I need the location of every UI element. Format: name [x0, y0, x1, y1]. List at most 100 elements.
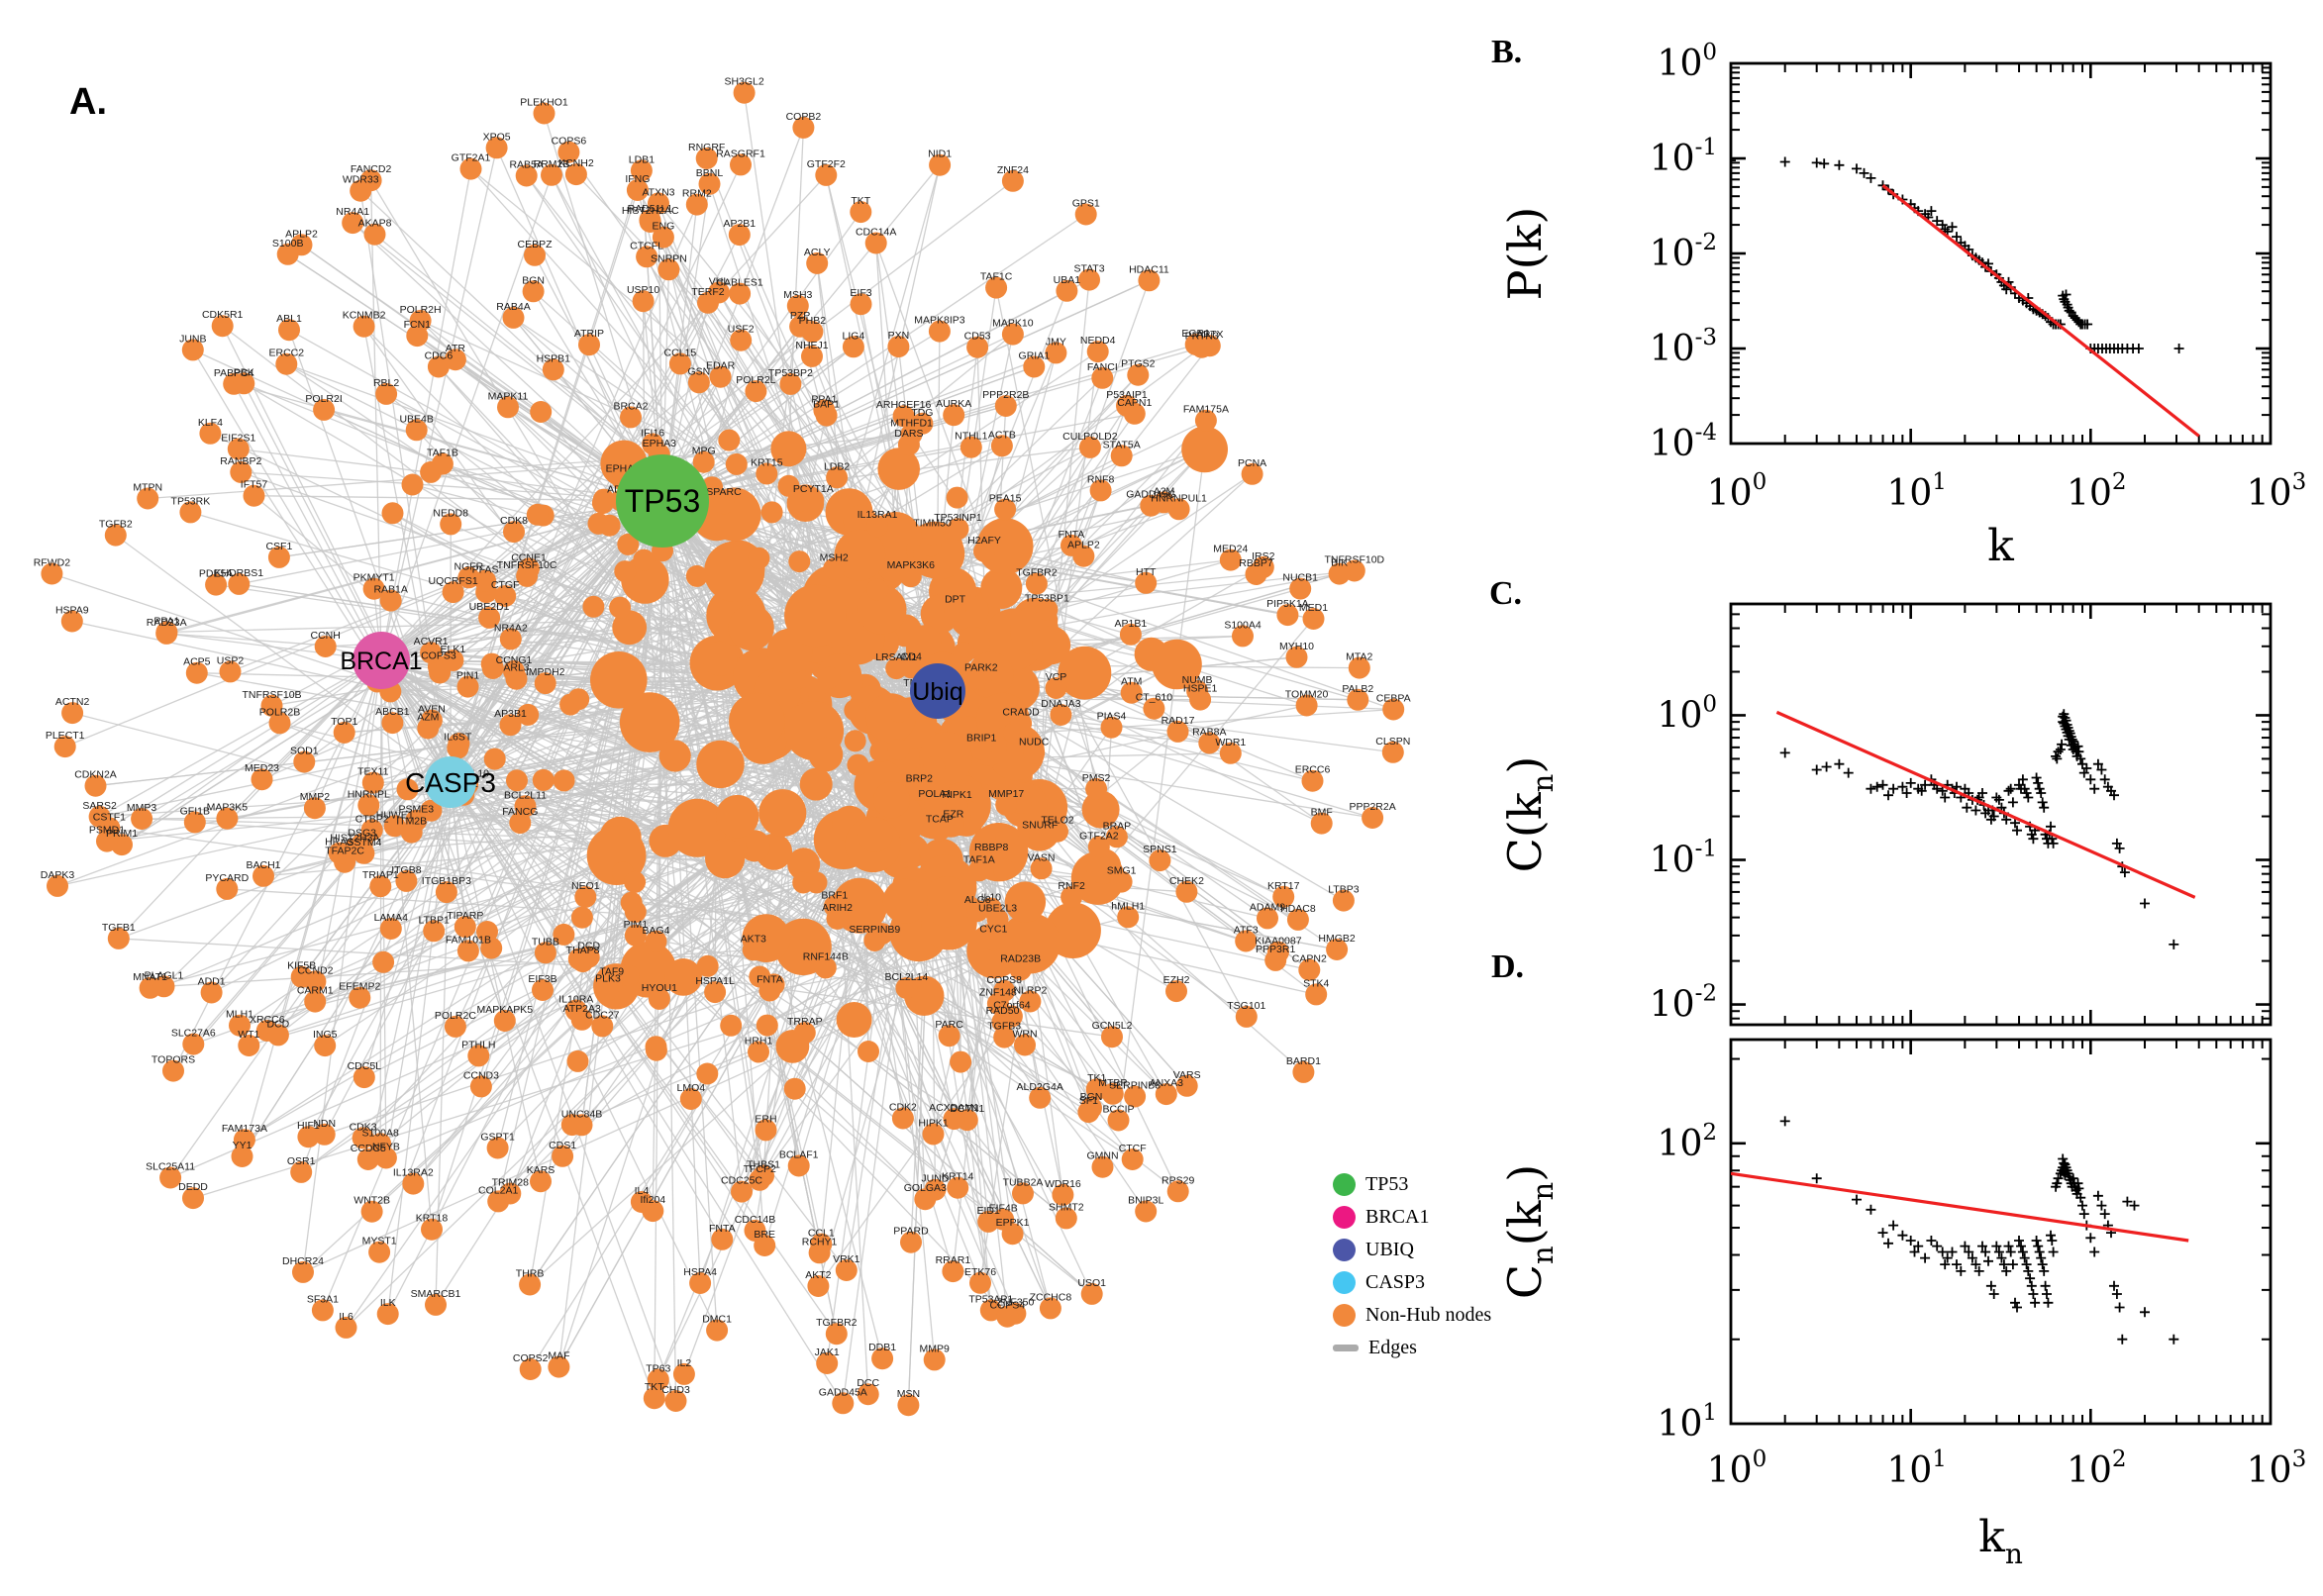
network-node-label: TKT	[851, 195, 870, 207]
network-node-label: CDK2	[889, 1102, 917, 1114]
network-node-label: POLR2L	[736, 374, 775, 386]
network-node	[1123, 402, 1146, 425]
network-node-label: BGN	[522, 274, 545, 286]
network-node	[1332, 889, 1355, 912]
network-node	[499, 714, 522, 737]
network-node-label: MLH1	[226, 1009, 253, 1021]
network-labeled-nodes	[41, 81, 1405, 1417]
network-node	[420, 642, 443, 664]
network-node	[1285, 646, 1308, 668]
panel-c-label: C.	[1489, 575, 1523, 612]
network-node-label: USF2	[728, 324, 755, 336]
network-node	[756, 462, 778, 485]
network-node	[938, 1025, 960, 1047]
network-node-label: PPP2R2A	[1349, 801, 1395, 813]
tick-label: 10-1	[1650, 837, 1717, 881]
network-node-label: AP1B1	[1115, 618, 1148, 630]
network-node	[858, 1041, 879, 1062]
network-node-label: RBBP8	[974, 842, 1009, 853]
network-node	[314, 636, 337, 657]
network-node-label: PIP5K1A	[1266, 598, 1309, 610]
network-node	[617, 533, 640, 555]
network-node	[564, 163, 587, 186]
network-node-label: BMF	[1311, 807, 1333, 819]
network-node-label: RAB8A	[1192, 727, 1226, 739]
network-node-label: C7orf64	[993, 999, 1031, 1011]
network-node-label: UQCRFS1	[429, 575, 478, 587]
network-node	[499, 1182, 522, 1205]
network-node-label: HUWE1	[376, 809, 414, 821]
network-node	[485, 137, 508, 159]
network-node-label: CDK3	[350, 1121, 377, 1133]
network-node-label: KRT17	[1267, 880, 1300, 892]
network-node	[832, 1392, 855, 1415]
network-node	[1295, 694, 1318, 717]
network-node-label: KRT18	[416, 1213, 449, 1225]
network-node	[597, 978, 619, 1001]
network-node	[729, 282, 752, 305]
legend-node-swatch	[1333, 1238, 1356, 1261]
network-node	[313, 1123, 336, 1146]
network-node	[440, 513, 462, 536]
network-node-label: PIAS4	[1097, 711, 1127, 723]
network-node	[570, 1114, 593, 1137]
network-node	[1078, 268, 1100, 291]
network-node	[900, 1231, 922, 1253]
network-node-label: UBA1	[1054, 274, 1081, 286]
network-node-label: CCND3	[463, 1069, 499, 1081]
network-node	[922, 1123, 945, 1146]
network-node	[152, 975, 175, 998]
network-node	[1050, 704, 1072, 726]
network-node-label: ACXDAM1	[929, 1102, 979, 1114]
network-node-label: TKT	[645, 1381, 664, 1393]
network-node	[866, 515, 888, 538]
network-node-label: BRAP	[1103, 820, 1132, 832]
network-node-label: ADD1	[198, 976, 226, 988]
network-node	[844, 730, 866, 752]
network-node	[1235, 1005, 1258, 1028]
network-node	[179, 501, 202, 524]
network-node	[960, 436, 982, 458]
y-axis-title: C(kn)	[1498, 756, 1560, 873]
network-node	[421, 1218, 443, 1241]
tick-label: 103	[2247, 469, 2306, 514]
network-node-label: GPS1	[1072, 198, 1100, 210]
network-node	[652, 226, 674, 249]
network-node-label: ERCC6	[1295, 764, 1331, 776]
network-node-label: PPP3R1	[1256, 944, 1295, 955]
network-node-label: HSPA1L	[695, 975, 735, 987]
network-node	[1085, 848, 1122, 884]
network-node	[369, 875, 392, 898]
network-node	[636, 246, 658, 268]
chart-tick-labels: 100 10-1 10-2	[1650, 691, 1717, 1025]
network-node	[720, 1014, 743, 1037]
network-node	[1310, 812, 1333, 835]
network-node	[687, 371, 710, 394]
network-node-label: RPS29	[1162, 1174, 1194, 1186]
network-node	[642, 1200, 664, 1223]
network-node-label: EIF3	[850, 287, 871, 299]
network-node-label: TCAP	[926, 813, 954, 825]
network-node-label: TGFBR2	[816, 1317, 858, 1329]
network-node	[1078, 436, 1101, 458]
network-node	[350, 179, 372, 202]
network-node-label: ATR	[446, 343, 466, 354]
network-node	[888, 700, 911, 723]
network-node	[787, 1154, 810, 1177]
network-node	[815, 404, 838, 427]
network-node-label: JUND	[921, 1173, 949, 1185]
network-node	[1019, 990, 1042, 1013]
network-node-label: LTBP3	[1328, 884, 1359, 896]
network-node-label: RAD23A	[147, 617, 187, 629]
network-node-label: HYOU1	[642, 982, 677, 994]
hub-label-ubiq: Ubiq	[912, 678, 962, 706]
network-node	[786, 294, 809, 317]
network-node-label: CRADD	[1002, 707, 1040, 719]
network-node-label: IMPDH2	[526, 666, 565, 678]
network-node	[425, 1293, 447, 1316]
network-node	[267, 546, 290, 568]
network-node	[877, 448, 920, 490]
network-node-label: KHDRBS1	[214, 567, 263, 579]
network-node-label: HSPE1	[1183, 683, 1218, 695]
network-node	[200, 981, 223, 1004]
